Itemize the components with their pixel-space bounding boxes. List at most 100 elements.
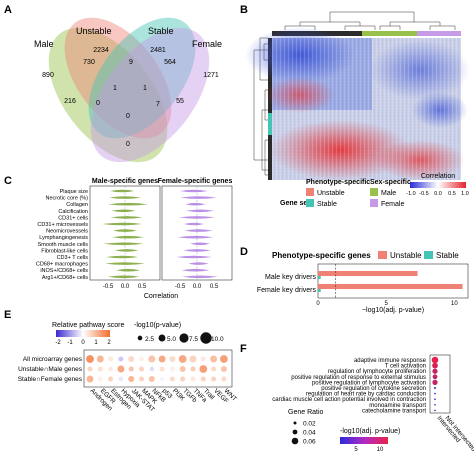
venn-count: 7 xyxy=(156,101,160,108)
venn-label-stable: Stable xyxy=(148,26,174,36)
svg-text:-2: -2 xyxy=(55,340,61,346)
pvalue-size-dot xyxy=(179,333,189,343)
violin-row-label: Neomicrovessels xyxy=(46,229,88,235)
dotplot-e-row-label: Stable∩Female genes xyxy=(18,376,83,383)
svg-text:0.0: 0.0 xyxy=(121,284,130,290)
pathway-dot xyxy=(117,365,125,373)
violin-female xyxy=(183,249,211,252)
go-term-dot xyxy=(432,379,438,386)
pathway-dot xyxy=(169,366,175,372)
venn-count: 1271 xyxy=(203,72,219,79)
go-term-label: regulation of lymphocyte proliferation xyxy=(328,369,426,375)
venn-count: 0 xyxy=(126,141,130,148)
violin-title-male: Male-specific genes xyxy=(92,178,158,185)
pathway-dot xyxy=(210,355,218,363)
violin-female xyxy=(184,229,213,232)
pathway-dot xyxy=(148,355,156,363)
panel-label-c: C xyxy=(4,175,12,187)
panel-label-e: E xyxy=(4,309,11,321)
panel-c-violins: C Male-specific genes Female-specific ge… xyxy=(4,175,232,300)
pathway-dot xyxy=(159,376,165,382)
pathway-dot xyxy=(189,355,197,363)
violin-female xyxy=(181,268,210,272)
venn-female-ellipse xyxy=(90,27,210,163)
go-term-dot xyxy=(432,368,438,374)
gene-ratio-dot xyxy=(291,437,299,445)
correlation-legend-title: Correlation xyxy=(421,173,455,180)
violin-male xyxy=(105,262,145,265)
dotplot-e-frame xyxy=(83,349,233,388)
violin-female xyxy=(180,189,208,193)
pathway-dot xyxy=(138,376,145,382)
violin-male xyxy=(110,216,143,219)
venn-count: 55 xyxy=(176,98,184,105)
bar-x-tick: 0 xyxy=(316,301,320,307)
venn-male-ellipse xyxy=(48,27,168,163)
violin-male xyxy=(114,249,139,252)
violin-male xyxy=(103,242,144,246)
legend-label: Unstable xyxy=(317,190,345,197)
venn-label-male: Male xyxy=(34,39,54,49)
go-term-label: regulation of heart rate by cardiac cond… xyxy=(306,392,426,398)
venn-count: 0 xyxy=(126,113,130,120)
pathway-dot xyxy=(128,366,134,372)
venn-count: 2481 xyxy=(150,47,166,54)
pathway-dot xyxy=(97,366,103,372)
violin-male xyxy=(102,222,142,226)
legend-swatch-unstable xyxy=(306,188,314,196)
pathway-dot xyxy=(97,376,103,382)
violin-row-label: CD31+ cells xyxy=(58,215,88,221)
gene-ratio-label: 0.02 xyxy=(303,421,316,428)
gene-ratio-legend-title: Gene Ratio xyxy=(288,409,324,416)
venn-unstable-ellipse xyxy=(64,17,172,139)
pathway-dot xyxy=(220,366,227,372)
gene-ratio-dot xyxy=(292,429,298,435)
legend-swatch-stable xyxy=(306,199,314,207)
gene-ratio-label: 0.04 xyxy=(303,430,316,437)
svg-text:0.5: 0.5 xyxy=(210,284,219,290)
pathway-dot xyxy=(118,356,124,362)
panel-a-venn: A Male Unstable Stable Female 890 2234 2… xyxy=(4,4,222,163)
violin-row-label: Plaque size xyxy=(60,189,88,195)
pvalue-size-label: 7.5 xyxy=(189,336,198,343)
go-term-label: positive regulation of lymphocyte activa… xyxy=(312,380,426,386)
pathway-dot xyxy=(169,356,176,362)
pvalue-size-dot xyxy=(200,332,212,344)
dotplot-f-frame xyxy=(429,354,451,414)
venn-count: 1 xyxy=(143,85,147,92)
violin-female xyxy=(190,242,210,246)
bar-x-ticks: 0 5 10 xyxy=(316,301,458,307)
violin-row-label: Smooth muscle cells xyxy=(38,242,89,248)
dotplot-f-dots xyxy=(431,356,439,412)
pathway-dot xyxy=(108,356,114,362)
bar-x-label: −log10(adj. p-value) xyxy=(362,307,424,314)
legend-swatch-male xyxy=(370,188,378,196)
heatmap-matrix xyxy=(245,27,470,180)
dotplot-e-row-label: All microarray genes xyxy=(23,356,83,363)
pathway-dot xyxy=(96,355,104,363)
pvalue-size-dot xyxy=(137,335,143,341)
violin-female xyxy=(177,235,214,239)
venn-stable-ellipse xyxy=(88,17,196,139)
go-term-label: adaptive immune response xyxy=(354,358,427,364)
violin-female xyxy=(188,262,209,265)
pathway-dot xyxy=(200,356,206,362)
bar-plot-frame xyxy=(317,263,469,299)
bar-legend-swatch-unstable xyxy=(378,251,387,259)
svg-text:0: 0 xyxy=(81,340,85,346)
go-term-label: cardiac muscle cell action potential inv… xyxy=(272,397,426,403)
panel-label-a: A xyxy=(4,4,12,16)
pathway-dot xyxy=(128,376,135,382)
go-term-dot xyxy=(434,398,436,401)
go-term-dot xyxy=(431,356,439,364)
pathway-dot xyxy=(108,366,113,372)
panel-e-dotplot: E Relative pathway score -2 -1 0 1 2 -lo… xyxy=(4,309,238,413)
bar-category-label: Male key drivers xyxy=(265,274,316,281)
bar-unstable xyxy=(318,271,418,276)
pathway-dot xyxy=(178,355,187,363)
violin-row-label: iNOS+/CD68+ cells xyxy=(40,268,88,274)
dotplot-e-dots xyxy=(86,355,228,383)
bar-category-label: Female key drivers xyxy=(257,287,317,294)
